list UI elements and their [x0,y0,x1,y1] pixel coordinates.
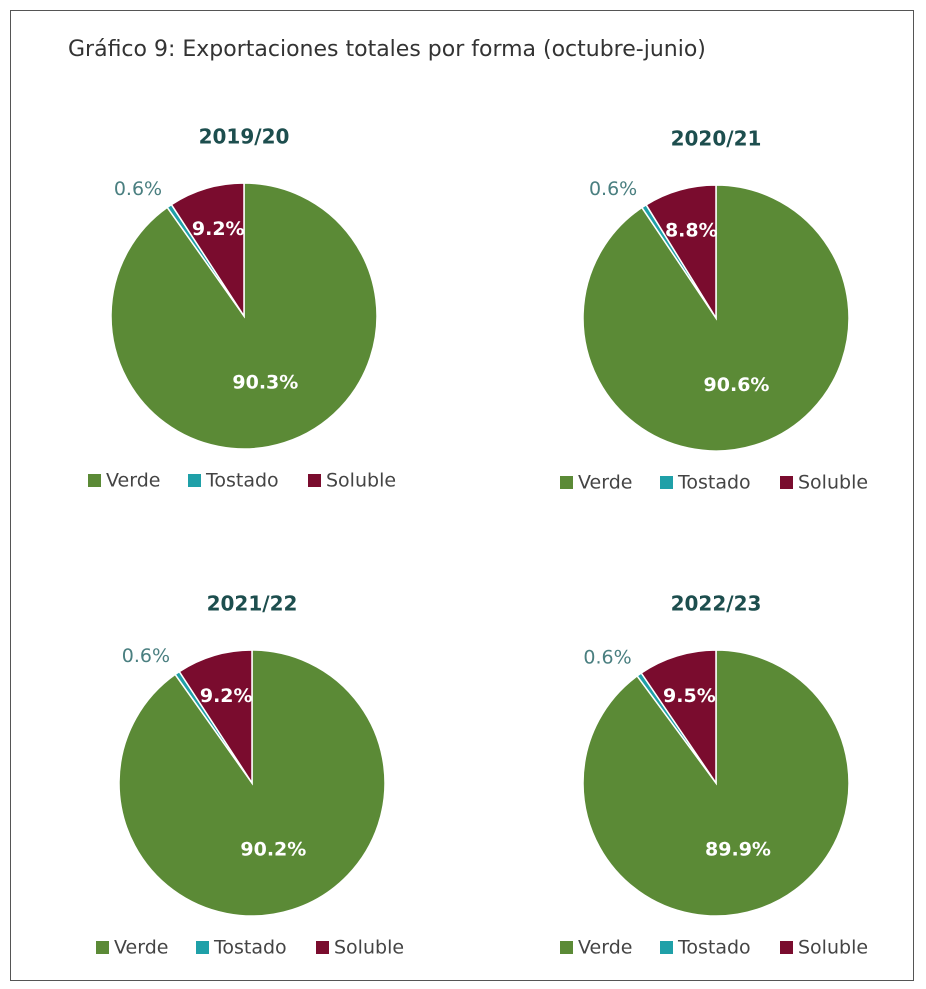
legend-swatch [188,474,201,487]
pie-title: 2022/23 [671,592,762,616]
legend-label: Verde [114,937,168,959]
legend-label: Soluble [798,937,868,959]
legend-label: Tostado [677,937,751,959]
legend-swatch [96,941,109,954]
legend-swatch [560,941,573,954]
legend-swatch [780,941,793,954]
data-label: 9.2% [200,685,253,707]
legend-swatch [660,941,673,954]
pie-slice [640,649,717,786]
legend-label: Verde [578,937,632,959]
legend-label: Soluble [334,937,404,959]
legend-label: Soluble [326,470,396,492]
data-label: 90.6% [704,374,770,396]
legend-label: Tostado [677,472,751,494]
legend-swatch [660,476,673,489]
legend-label: Soluble [798,472,868,494]
pie-slice [178,649,253,786]
data-label: 0.6% [589,178,637,200]
figure-title: Gráfico 9: Exportaciones totales por for… [68,37,706,62]
legend-swatch [780,476,793,489]
data-label: 9.5% [663,685,716,707]
legend-label: Verde [578,472,632,494]
data-label: 0.6% [583,647,631,669]
data-label: 8.8% [665,219,718,241]
pie-title: 2021/22 [207,592,298,616]
legend-swatch [316,941,329,954]
data-label: 0.6% [114,178,162,200]
pie-slice [170,182,245,319]
data-label: 0.6% [122,645,170,667]
pie-title: 2020/21 [671,127,762,151]
legend-label: Verde [106,470,160,492]
legend-swatch [308,474,321,487]
pie-title: 2019/20 [199,125,290,149]
pie-slice [645,184,717,321]
data-label: 89.9% [705,838,771,860]
data-label: 90.3% [232,372,298,394]
legend-label: Tostado [213,937,287,959]
legend-swatch [88,474,101,487]
data-label: 90.2% [240,839,306,861]
legend-swatch [196,941,209,954]
legend-swatch [560,476,573,489]
legend-label: Tostado [205,470,279,492]
data-label: 9.2% [192,218,245,240]
